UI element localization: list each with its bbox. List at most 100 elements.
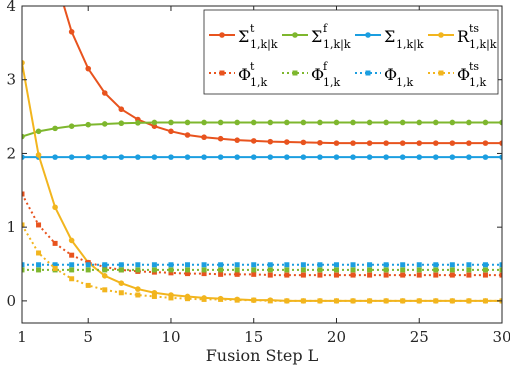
data-point [300,262,306,268]
data-point [317,119,323,126]
legend-label-subscript: 1,k [323,76,340,89]
data-point [482,140,489,146]
data-point [350,262,356,268]
data-point [350,267,356,273]
data-point [118,154,125,160]
data-point [185,262,191,268]
data-point [333,154,340,160]
data-point [433,272,439,278]
data-point [185,296,191,302]
data-point [482,154,489,160]
data-point [284,154,290,160]
legend-label-subscript: 1,k [250,76,267,89]
data-point [267,138,274,145]
data-point [317,139,323,146]
data-point [416,119,423,126]
data-point [217,154,224,160]
data-point [102,287,108,293]
x-tick-label: 10 [161,328,180,346]
data-point [22,154,25,160]
data-point [449,267,455,273]
data-point [333,262,339,268]
data-point [350,154,356,160]
data-point [184,154,191,160]
data-point [300,272,306,278]
data-point [68,123,75,129]
data-point [383,154,389,160]
data-point [399,140,406,146]
data-point [499,119,502,126]
data-point [383,267,389,273]
legend-label-subscript: 1,k [469,76,486,89]
data-point [499,267,502,273]
data-point [118,290,124,296]
data-point [52,125,58,132]
data-point [300,154,307,160]
data-point [234,137,240,143]
data-point [432,119,439,126]
legend-item-2: Σ 1,k|k [355,27,424,52]
data-point [234,262,240,268]
y-tick-label: 1 [6,218,16,236]
data-point [383,262,389,268]
data-point [85,282,91,288]
data-point [52,154,58,160]
data-point [383,140,389,146]
data-point [135,292,141,298]
data-point [35,152,42,158]
data-point [432,140,439,146]
legend-label-subscript: 1,k [396,76,413,89]
data-point [251,262,257,268]
data-point [52,240,58,246]
data-point [85,262,91,268]
data-point [118,120,125,127]
legend-swatch-marker [219,32,225,38]
legend-label-symbol: Σ [238,27,249,46]
y-tick-label: 4 [6,0,16,15]
data-point [367,272,373,278]
data-point [52,265,58,271]
data-point [284,267,290,273]
data-point [68,237,75,244]
series-1 [22,119,502,140]
data-point [22,133,25,140]
data-point [400,298,406,304]
series-line-7 [22,224,502,302]
data-point [101,273,108,279]
data-point [85,121,92,128]
data-point [201,154,207,160]
data-point [218,271,224,277]
legend-item-4: Φt 1,k [209,60,267,89]
data-point [333,140,340,146]
data-point [185,267,191,273]
legend-label-symbol: Φ [311,65,324,84]
data-point [22,222,25,228]
data-point [135,154,141,160]
data-point [151,293,157,299]
data-point [433,267,439,273]
data-point [118,106,125,113]
x-axis-label: Fusion Step L [206,346,319,365]
legend-swatch-marker [365,32,371,38]
data-point [251,267,257,273]
data-point [416,262,422,268]
data-point [151,262,157,268]
data-point [118,262,124,268]
legend-label-symbol: Φ [457,65,470,84]
series-0 [62,6,502,146]
data-point [101,121,108,127]
legend-label-subscript: 1,k|k [396,38,424,52]
data-point [383,298,389,304]
data-point [416,140,423,146]
data-point [201,296,207,302]
data-point [317,154,323,160]
data-point [433,262,439,268]
data-point [466,140,472,146]
data-point [168,128,174,135]
data-point [449,272,455,278]
legend-item-7: Φts 1,k [428,60,486,89]
data-point [118,267,124,273]
